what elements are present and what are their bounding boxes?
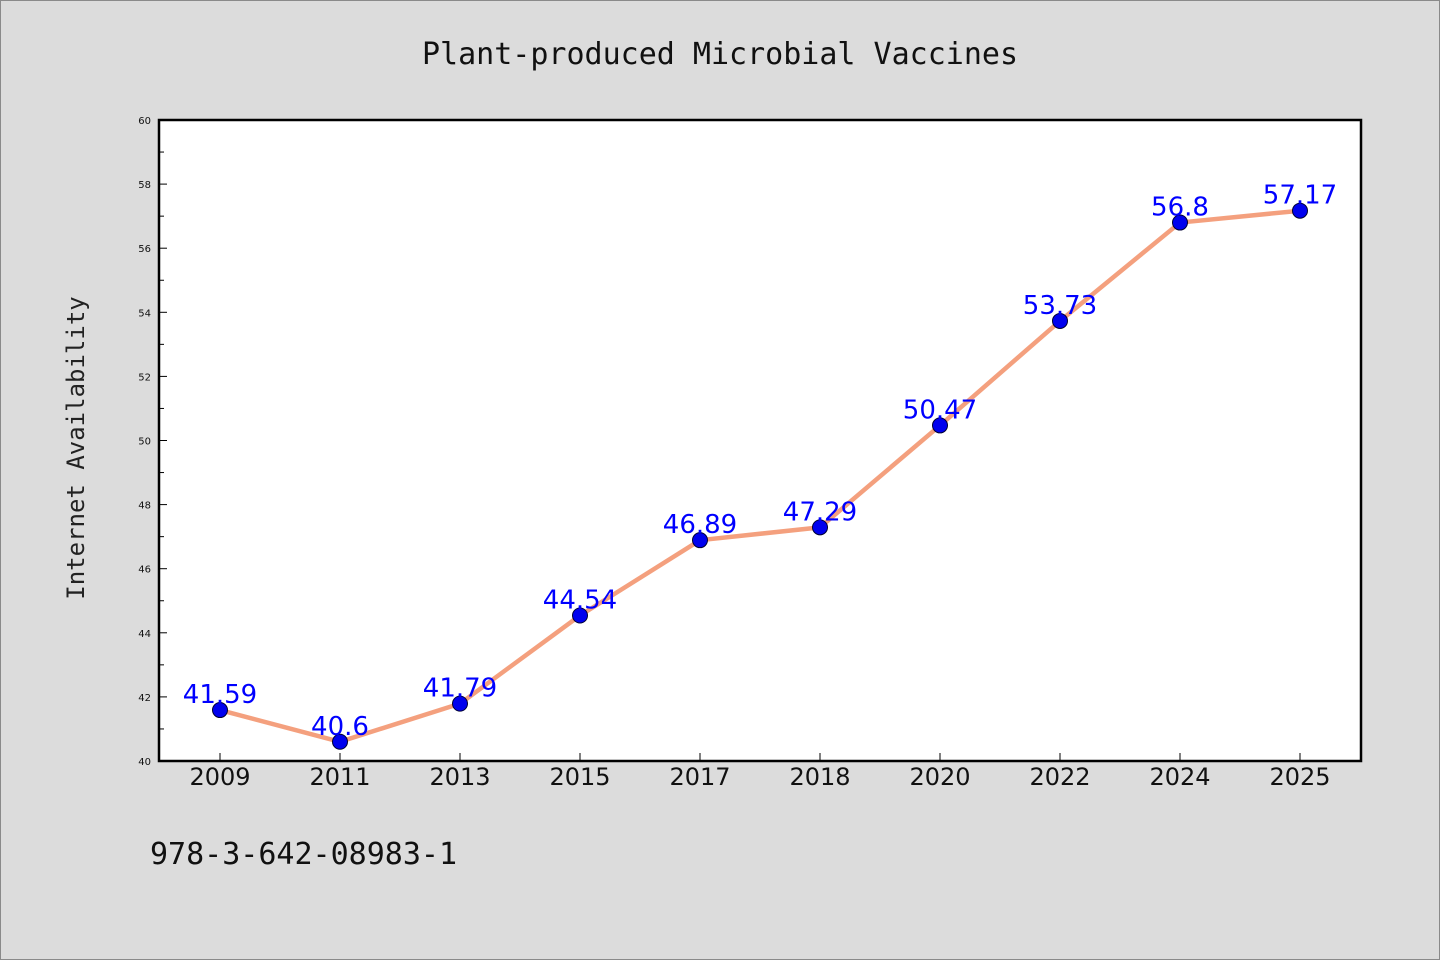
x-axis-ticks: 2009 2011 2013 2015 2017 2018 2020 2022 2024 2025 xyxy=(189,753,1331,791)
data-point-marker xyxy=(812,519,828,536)
data-point-label: 46.89 xyxy=(663,510,737,540)
series-group xyxy=(212,202,1308,750)
y-tick-label: 42 xyxy=(138,693,151,704)
x-tick-label: 2017 xyxy=(669,763,730,791)
x-tick-label: 2011 xyxy=(309,763,370,791)
series-line xyxy=(219,208,1301,745)
data-point-marker xyxy=(932,417,948,434)
data-point-marker xyxy=(212,702,228,719)
data-point-marker xyxy=(572,607,588,624)
y-tick-label: 44 xyxy=(138,629,151,640)
x-tick-label: 2015 xyxy=(549,763,610,791)
x-tick-label: 2009 xyxy=(189,763,250,791)
data-point-label: 50.47 xyxy=(903,395,977,425)
plot-area xyxy=(157,118,1363,763)
data-point-label: 56.8 xyxy=(1151,193,1209,223)
footnote-isbn: 978-3-642-08983-1 xyxy=(150,837,457,872)
data-point-label: 47.29 xyxy=(783,497,857,527)
y-axis-label: Internet Availability xyxy=(62,296,90,599)
data-point-marker xyxy=(452,695,468,712)
data-point-marker xyxy=(1052,312,1068,329)
data-point-marker xyxy=(1172,214,1188,231)
y-tick-label: 56 xyxy=(138,244,151,255)
y-tick-label: 40 xyxy=(138,757,151,768)
data-point-marker xyxy=(692,532,708,549)
data-point-label: 53.73 xyxy=(1023,291,1097,321)
x-tick-label: 2013 xyxy=(429,763,490,791)
x-tick-label: 2024 xyxy=(1149,763,1210,791)
data-point-marker xyxy=(332,733,348,750)
data-point-label: 44.54 xyxy=(543,585,617,615)
data-point-marker xyxy=(1292,202,1308,219)
data-labels-group: 41.59 40.6 41.79 44.54 46.89 47.29 50.47 53.73 5… xyxy=(183,181,1337,742)
data-point-label: 40.6 xyxy=(311,712,369,742)
y-tick-label: 48 xyxy=(138,501,151,512)
data-point-label: 41.59 xyxy=(183,680,257,710)
x-tick-label: 2020 xyxy=(909,763,970,791)
y-tick-label: 54 xyxy=(138,308,151,319)
data-point-label: 57.17 xyxy=(1263,181,1337,211)
y-tick-label: 52 xyxy=(138,372,151,383)
y-tick-label: 60 xyxy=(138,116,151,127)
y-tick-label: 58 xyxy=(138,180,151,191)
x-tick-label: 2022 xyxy=(1029,763,1090,791)
y-tick-label: 46 xyxy=(138,565,151,576)
y-tick-label: 50 xyxy=(138,437,151,448)
x-tick-label: 2025 xyxy=(1269,763,1330,791)
y-axis-ticks: 40 42 44 46 48 50 52 54 56 58 60 xyxy=(138,116,167,768)
chart-title: Plant-produced Microbial Vaccines xyxy=(422,37,1018,72)
data-point-label: 41.79 xyxy=(423,674,497,704)
x-tick-label: 2018 xyxy=(789,763,850,791)
